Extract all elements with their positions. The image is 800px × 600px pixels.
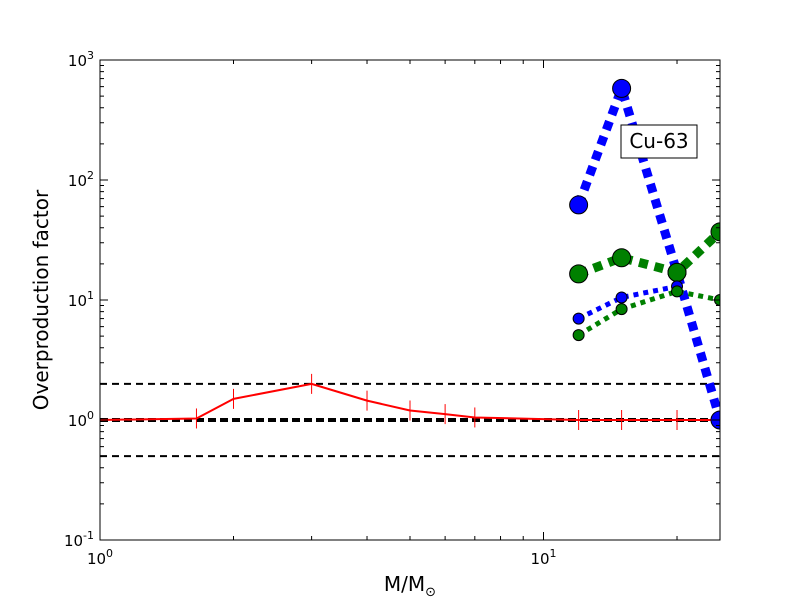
y-tick-label-4: 103 [68, 49, 94, 70]
series-3-point-1 [615, 291, 628, 304]
y-tick-label-2: 101 [68, 289, 94, 310]
plot-area [100, 78, 720, 458]
annotation-label: Cu-63 [629, 129, 688, 153]
series-4-point-1 [615, 303, 628, 316]
data-series [100, 78, 720, 430]
series-4-line [577, 288, 720, 338]
y-axis-title: Overproduction factor [29, 189, 53, 410]
series-2-line [577, 228, 720, 279]
series-1 [569, 78, 720, 430]
series-2-point-2 [667, 262, 687, 282]
x-axis-title: M/M⊙ [384, 572, 436, 600]
y-tick-label-0: 10-1 [64, 529, 94, 550]
series-3-point-0 [572, 312, 585, 325]
y-tick-label-1: 100 [68, 409, 94, 430]
series-4-point-0 [572, 329, 585, 342]
series-4 [572, 285, 720, 342]
series-0-line [100, 382, 720, 421]
series-4-point-2 [671, 285, 684, 298]
annotation-box: Cu-63 [620, 124, 698, 159]
series-0 [100, 373, 720, 430]
series-1-point-1 [612, 78, 632, 98]
x-axis-title-main: M/M [384, 572, 425, 596]
series-2-point-0 [569, 264, 589, 284]
series-1-point-0 [569, 195, 589, 215]
x-tick-label-1: 101 [530, 547, 556, 568]
series-2-point-1 [612, 248, 632, 268]
y-tick-label-3: 102 [68, 169, 94, 190]
x-axis-title-subscript: ⊙ [425, 585, 436, 600]
annotation-frame [620, 124, 698, 159]
series-2 [569, 222, 720, 284]
x-tick-label-0: 100 [87, 547, 113, 568]
